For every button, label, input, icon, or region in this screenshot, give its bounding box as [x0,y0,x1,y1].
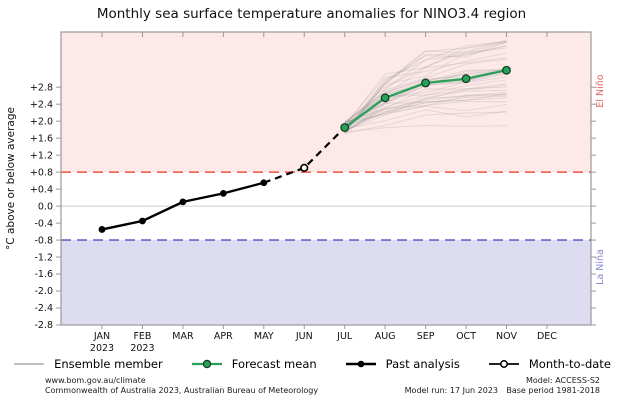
ensemble-member-line [344,89,507,126]
ensemble-member-line [344,94,507,123]
forecast-mean-point [340,123,350,132]
legend-item-month-to-date: Month-to-date [487,357,611,371]
x-tick-label: DEC [537,331,557,342]
ensemble-member-line [344,97,507,127]
footer-source-block: www.bom.gov.au/climate Commonwealth of A… [45,376,318,396]
legend-item-past-analysis: Past analysis [344,357,460,371]
x-tick-label: APR [214,331,233,342]
ensemble-member-line [344,93,507,131]
y-tick-label: +0.8 [30,167,53,178]
ensemble-member-line [344,52,507,126]
el-nino-label: El Niño [595,74,606,107]
footer-model: Model: ACCESS-S2 [525,376,600,385]
x-tick-label: OCT [456,331,476,342]
ensemble-member-line [344,100,507,123]
y-tick-label: -0.8 [34,235,53,246]
ensemble-member-line [344,124,507,133]
y-tick-label: -2.4 [34,303,53,314]
x-tick-label: JUN [295,331,313,342]
ensemble-member-line [344,111,507,134]
x-tick-year-label: 2023 [130,343,154,352]
x-tick-label: JAN [93,331,110,342]
x-tick-label: JUL [336,331,353,342]
past-analysis-point [260,179,268,187]
y-tick-label: -1.2 [34,252,53,263]
past-analysis-point [139,217,146,225]
ensemble-member-line [344,72,507,126]
legend-label: Month-to-date [528,357,611,371]
ensemble-member-line [344,45,507,131]
x-tick-label: MAY [254,331,274,342]
ensemble-member-line [344,41,507,130]
y-tick-label: +1.6 [30,133,53,144]
y-axis-title: °C above or below average [5,107,17,250]
forecast-mean-point [461,74,471,84]
y-tick-label: 0.0 [38,201,53,212]
forecast-mean-swatch-icon [191,359,222,369]
past-analysis-point [219,189,227,197]
ensemble-member-line [344,41,507,134]
legend-label: Ensemble member [54,357,163,371]
x-tick-label: MAR [172,331,194,342]
y-tick-label: -0.4 [34,218,53,229]
x-tick-label: NOV [496,331,517,342]
ensemble-member-line [344,79,507,123]
footer-attribution: Commonwealth of Australia 2023, Australi… [45,386,319,395]
ensemble-member-line [344,86,507,131]
month-to-date-swatch-icon [488,360,519,368]
y-tick-label: +1.2 [30,150,53,161]
ensemble-member-line [344,47,507,132]
y-tick-label: -2.0 [34,286,53,297]
chart-legend: Ensemble member Forecast mean Past analy… [0,354,623,374]
past-analysis-point [98,226,106,233]
ensemble-member-line [344,57,507,130]
legend-item-ensemble: Ensemble member [12,357,163,371]
ensemble-member-line [344,42,507,134]
y-tick-label: -2.8 [34,320,53,331]
past-analysis-swatch-icon [345,360,376,368]
ensemble-member-swatch-icon [14,363,45,365]
forecast-mean-point [380,93,390,103]
el-nino-band [61,32,591,173]
plot-frame [60,31,592,326]
chart-canvas: +2.8 +2.4 +2.0 +1.6 +1.2 +0.8 +0.4 0.0 -0.4 -0.8 -… [5,31,606,352]
ensemble-member-line [344,58,507,124]
y-tick-label: +2.0 [30,116,53,127]
footer-base-period: Base period 1981-2018 [506,386,600,395]
ensemble-member-line [344,91,507,133]
forecast-mean-point [502,65,511,75]
month-to-date-connector-line [263,126,346,184]
ensemble-member-line [344,83,507,123]
x-tick-year-label: 2023 [90,343,114,352]
ensemble-member-line [344,41,507,134]
y-tick-label: +2.8 [30,82,53,93]
ensemble-member-line [344,45,507,134]
ensemble-member-line [344,40,507,127]
y-tick-label: +2.4 [30,99,53,110]
x-tick-label: AUG [375,331,396,342]
footer-model-block: Model: ACCESS-S2 Base period 1981-2018 [506,376,600,396]
y-tick-label: +0.4 [30,184,53,195]
y-tick-label: -1.6 [34,269,53,280]
la-nina-label: La Niña [595,249,606,285]
legend-label: Forecast mean [231,357,317,371]
ensemble-member-line [344,104,507,126]
ensemble-member-line [344,84,507,134]
x-tick-label: FEB [133,331,151,342]
forecast-mean-point [421,78,431,88]
ensemble-member-line [344,40,507,124]
legend-label: Past analysis [385,357,460,371]
month-to-date-point [300,163,309,172]
ensemble-member-line [344,95,507,129]
x-tick-label: SEP [417,331,435,342]
chart-title: Monthly sea surface temperature anomalie… [96,6,527,22]
footer-model-run: Model run: 17 Jun 2023 [404,386,498,395]
footer-url: www.bom.gov.au/climate [45,376,146,385]
past-analysis-point [179,198,187,206]
ensemble-member-line [344,93,507,125]
ensemble-member-line [344,109,507,130]
la-nina-band [61,240,591,325]
legend-item-forecast-mean: Forecast mean [190,357,317,371]
